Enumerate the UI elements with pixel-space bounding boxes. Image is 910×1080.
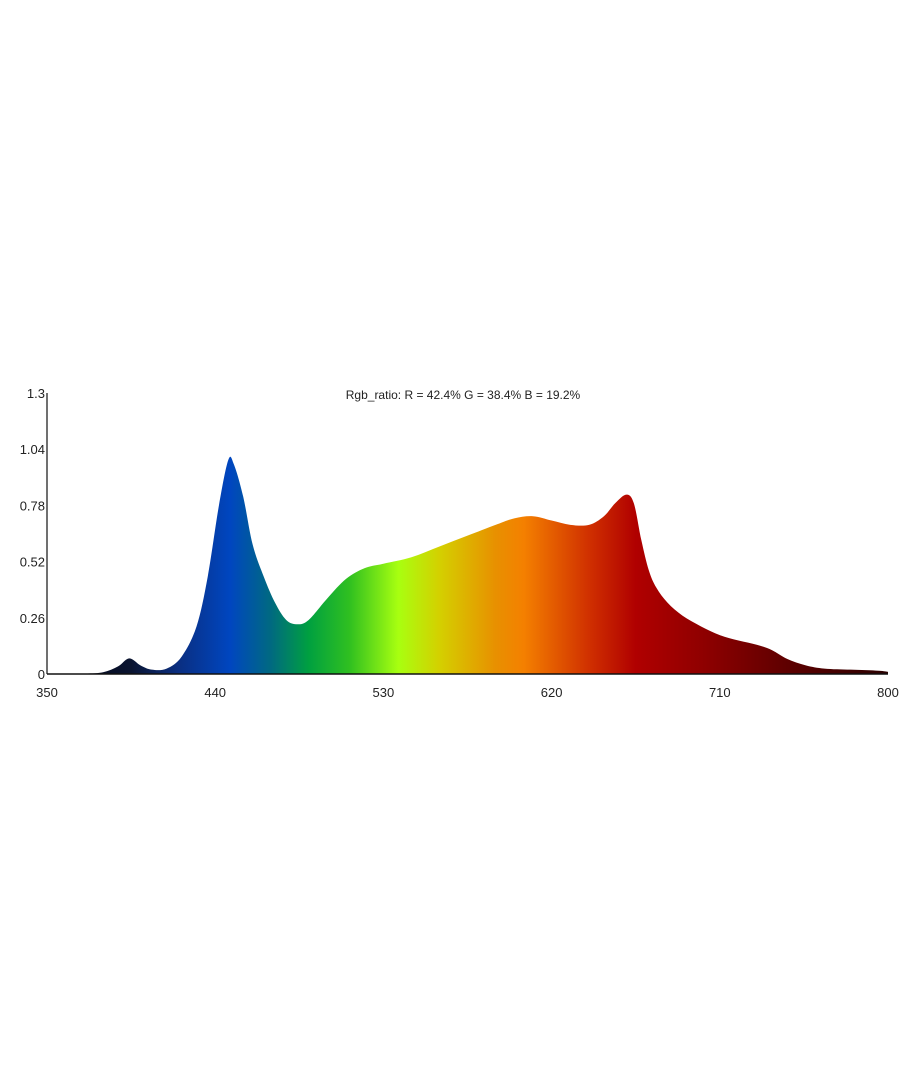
y-tick-label: 0.52 [20, 555, 45, 570]
x-tick-label: 620 [541, 685, 563, 700]
y-tick-label: 1.3 [27, 386, 45, 401]
x-tick-label: 350 [36, 685, 58, 700]
x-tick-label: 800 [877, 685, 899, 700]
chart-title: Rgb_ratio: R = 42.4% G = 38.4% B = 19.2% [346, 388, 581, 402]
y-tick-label: 0 [38, 667, 45, 682]
spectrum-area [47, 456, 888, 674]
x-tick-label: 530 [373, 685, 395, 700]
x-tick-label: 440 [204, 685, 226, 700]
y-tick-label: 1.04 [20, 442, 45, 457]
y-tick-label: 0.26 [20, 611, 45, 626]
x-tick-label: 710 [709, 685, 731, 700]
y-tick-label: 0.78 [20, 498, 45, 513]
